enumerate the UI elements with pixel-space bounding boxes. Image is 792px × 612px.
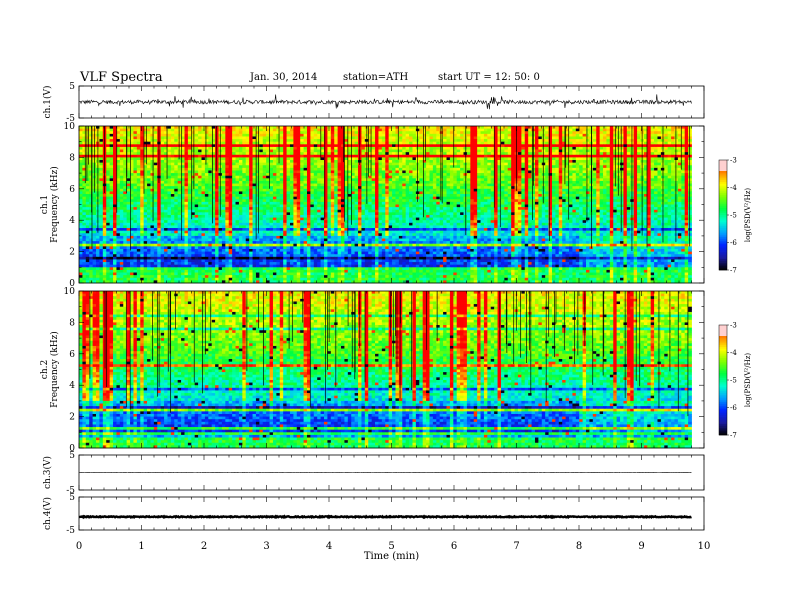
ch2-spectrogram-colorbar-label: log(PSD(V²/Hz) [744, 353, 752, 408]
ch1-spectrogram-ytick-label: 8 [69, 153, 75, 163]
vlf-figure: 5-5ch.1(V)0246810ch.1 Frequency (kHz)-3-4… [0, 0, 792, 612]
ch2-spectrogram-ytick-label: 8 [69, 318, 75, 328]
x-axis-label: Time (min) [364, 551, 419, 562]
ch3-waveform-ylabel: ch.3(V) [42, 456, 53, 489]
ch2-spectrogram-colorbar [719, 325, 727, 435]
x-tick-label: 1 [138, 541, 144, 552]
ch2-spectrogram-ytick-label: 2 [69, 413, 75, 423]
ch2-spectrogram-ytick-label: 4 [69, 381, 75, 391]
ch1-spectrogram-colorbar-label: log(PSD(V²/Hz) [744, 188, 752, 243]
ch1-waveform-ylabel: ch.1(V) [42, 86, 53, 119]
ch2-spectrogram-ytick-label: 10 [64, 287, 76, 297]
ch2-spectrogram-colorbar-tick-label: -7 [730, 432, 737, 440]
x-tick-label: 6 [451, 541, 457, 552]
ch1-waveform-ytick-label: 5 [69, 82, 75, 92]
x-tick-label: 4 [326, 541, 332, 552]
ch1-waveform-trace [79, 94, 692, 109]
ch1-spectrogram-colorbar [719, 160, 727, 270]
x-tick-label: 0 [76, 541, 82, 552]
ch1-spectrogram-colorbar-tick-label: -4 [730, 184, 737, 192]
x-tick-label: 3 [263, 541, 269, 552]
ch1-spectrogram-ytick-label: 4 [69, 216, 75, 226]
x-tick-label: 10 [698, 541, 711, 552]
ch2-spectrogram-ytick-label: 6 [69, 350, 75, 360]
ch2-spectrogram-colorbar-tick-label: -4 [730, 349, 737, 357]
ch3-waveform-ytick-label: 5 [69, 451, 75, 461]
ch2-spectrogram-colorbar-tick-label: -3 [730, 322, 737, 330]
ch2-spectrogram-colorbar-tick-label: -6 [730, 404, 737, 412]
ch4-waveform-ytick-label: 5 [69, 493, 75, 503]
ch1-spectrogram-ytick-label: 10 [64, 122, 76, 132]
ch2-spectrogram-ylabel-frequency: Frequency (kHz) [49, 331, 60, 408]
ch2-spectrogram-colorbar-tick-label: -5 [730, 377, 737, 385]
x-tick-label: 8 [576, 541, 582, 552]
ch4-waveform-ytick-label: -5 [66, 526, 75, 536]
ch2-spectrogram-ylabel-channel: ch.2 [40, 360, 50, 379]
ch1-spectrogram-colorbar-tick-label: -5 [730, 212, 737, 220]
ch1-spectrogram-cells [79, 126, 692, 283]
x-tick-label: 7 [513, 541, 519, 552]
ch1-spectrogram-colorbar-tick-label: -7 [730, 267, 737, 275]
ch1-spectrogram-ylabel-channel: ch.1 [40, 195, 50, 214]
ch1-spectrogram-colorbar-tick-label: -6 [730, 239, 737, 247]
ch1-spectrogram-colorbar-tick-label: -3 [730, 157, 737, 165]
x-tick-label: 9 [638, 541, 644, 552]
x-tick-label: 2 [201, 541, 207, 552]
ch1-spectrogram-ytick-label: 2 [69, 248, 75, 258]
ch4-waveform-trace [79, 516, 692, 517]
ch1-spectrogram-ylabel-frequency: Frequency (kHz) [49, 166, 60, 243]
ch4-waveform-ylabel: ch.4(V) [42, 497, 53, 530]
ch4-waveform-x-ticks [79, 497, 704, 530]
ch1-spectrogram-ytick-label: 6 [69, 185, 75, 195]
